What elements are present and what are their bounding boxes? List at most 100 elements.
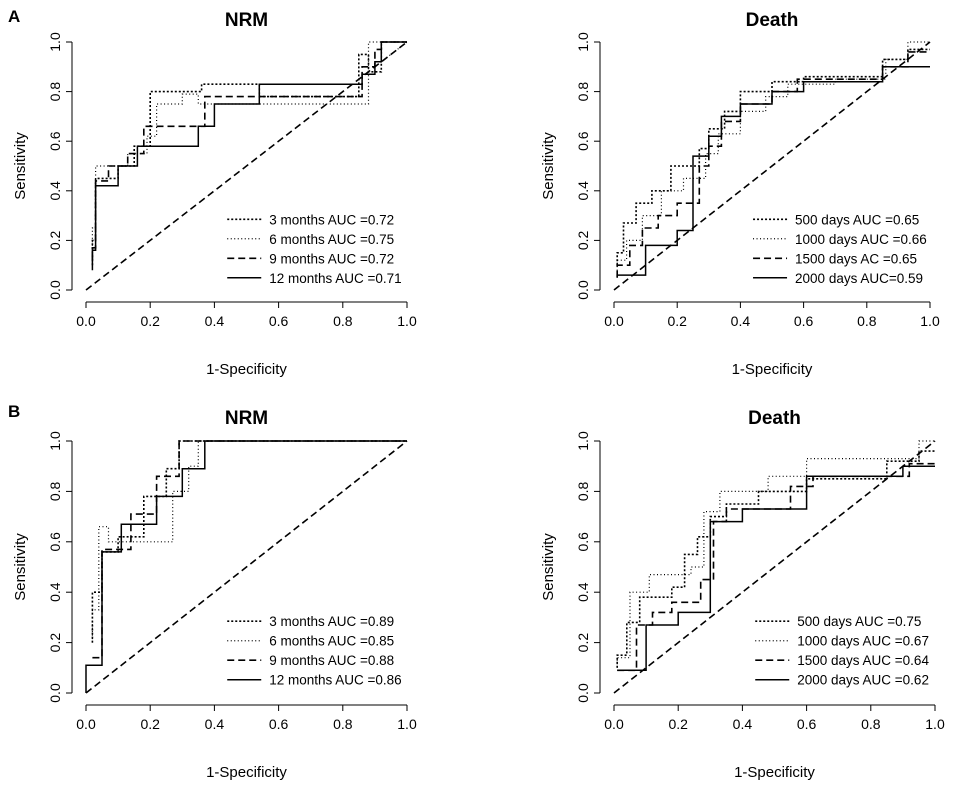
x-tick-label: 1.0 bbox=[397, 313, 417, 329]
chart-title: Death bbox=[746, 10, 799, 31]
chart-3: Death 0.0 0.2 0.4 0.6 0.8 1.0 0.0 0.2 0.4 0.6 0.8 1.… bbox=[540, 408, 945, 781]
y-tick-label: 0.0 bbox=[575, 280, 591, 300]
y-axis-label: Sensitivity bbox=[540, 132, 557, 200]
legend-label: 9 months AUC =0.88 bbox=[269, 653, 394, 668]
chart-title: Death bbox=[748, 408, 801, 429]
x-tick-label: 1.0 bbox=[920, 313, 940, 329]
y-tick-label: 1.0 bbox=[575, 431, 591, 451]
roc-curve-series-1 bbox=[616, 440, 935, 668]
x-tick-label: 0.0 bbox=[76, 716, 96, 732]
y-tick-label: 0.2 bbox=[575, 230, 591, 250]
x-tick-label: 0.8 bbox=[857, 313, 877, 329]
legend-label: 1500 days AUC =0.64 bbox=[797, 653, 929, 668]
legend: 500 days AUC =0.75 1000 days AUC =0.67 150… bbox=[755, 614, 929, 688]
legend-label: 3 months AUC =0.72 bbox=[269, 212, 394, 227]
x-tick-label: 0.6 bbox=[269, 716, 289, 732]
roc-curve-series-3 bbox=[85, 440, 407, 693]
x-axis-label: 1-Specificity bbox=[206, 764, 287, 781]
y-tick-label: 0.8 bbox=[47, 481, 63, 501]
legend-label: 6 months AUC =0.75 bbox=[269, 232, 394, 247]
panel-letter-b: B bbox=[8, 402, 20, 421]
legend-label: 1500 days AC =0.65 bbox=[795, 251, 917, 266]
y-tick-label: 0.2 bbox=[47, 633, 63, 653]
legend-label: 2000 days AUC=0.59 bbox=[795, 271, 923, 286]
chart-0: NRM 0.0 0.2 0.4 0.6 0.8 1.0 0.0 0.2 0.4 0.6 0.8 1.0 1… bbox=[12, 10, 417, 378]
x-tick-label: 0.4 bbox=[731, 313, 751, 329]
y-tick-label: 1.0 bbox=[47, 431, 63, 451]
chart-title: NRM bbox=[225, 10, 268, 31]
chart-2: NRM 0.0 0.2 0.4 0.6 0.8 1.0 0.0 0.2 0.4 0.6 0.8 1.0 1… bbox=[12, 408, 417, 781]
x-tick-label: 0.8 bbox=[333, 716, 353, 732]
y-tick-label: 1.0 bbox=[575, 32, 591, 52]
legend-label: 12 months AUC =0.86 bbox=[269, 673, 401, 688]
y-tick-label: 0.0 bbox=[575, 683, 591, 703]
reference-diagonal-line bbox=[613, 440, 936, 694]
x-tick-label: 1.0 bbox=[397, 716, 417, 732]
x-tick-label: 0.8 bbox=[333, 313, 353, 329]
y-tick-label: 0.8 bbox=[575, 82, 591, 102]
x-tick-label: 0.6 bbox=[797, 716, 817, 732]
x-tick-label: 0.2 bbox=[140, 313, 160, 329]
chart-title: NRM bbox=[225, 408, 268, 429]
legend: 3 months AUC =0.72 6 months AUC =0.75 9 mo… bbox=[227, 212, 402, 286]
x-tick-label: 0.8 bbox=[861, 716, 881, 732]
x-tick-label: 1.0 bbox=[925, 716, 945, 732]
y-tick-label: 0.2 bbox=[575, 633, 591, 653]
x-tick-label: 0.6 bbox=[794, 313, 814, 329]
legend-label: 1000 days AUC =0.67 bbox=[797, 634, 929, 649]
y-tick-label: 1.0 bbox=[47, 32, 63, 52]
x-tick-label: 0.4 bbox=[733, 716, 753, 732]
y-tick-label: 0.2 bbox=[47, 230, 63, 250]
reference-diagonal-line bbox=[613, 41, 931, 291]
y-tick-label: 0.6 bbox=[575, 532, 591, 552]
roc-curve-series-3 bbox=[616, 66, 930, 278]
legend-label: 9 months AUC =0.72 bbox=[269, 251, 394, 266]
chart-1: Death 0.0 0.2 0.4 0.6 0.8 1.0 0.0 0.2 0.4 0.6 0.8 1.… bbox=[540, 10, 940, 378]
x-axis-label: 1-Specificity bbox=[206, 361, 287, 378]
y-axis-label: Sensitivity bbox=[12, 132, 29, 200]
roc-curve-series-0 bbox=[91, 440, 407, 643]
panel-letter-a: A bbox=[8, 7, 20, 26]
x-tick-label: 0.2 bbox=[668, 716, 688, 732]
x-tick-label: 0.6 bbox=[269, 313, 289, 329]
x-tick-label: 0.2 bbox=[140, 716, 160, 732]
y-tick-label: 0.8 bbox=[47, 82, 63, 102]
legend-label: 500 days AUC =0.65 bbox=[795, 212, 919, 227]
legend-label: 1000 days AUC =0.66 bbox=[795, 232, 927, 247]
legend-label: 500 days AUC =0.75 bbox=[797, 614, 921, 629]
x-tick-label: 0.4 bbox=[205, 716, 225, 732]
y-tick-label: 0.4 bbox=[575, 181, 591, 201]
roc-curve-series-3 bbox=[91, 41, 407, 271]
y-axis-label: Sensitivity bbox=[540, 533, 557, 601]
y-tick-label: 0.6 bbox=[575, 131, 591, 151]
x-tick-label: 0.0 bbox=[76, 313, 96, 329]
y-tick-label: 0.6 bbox=[47, 532, 63, 552]
y-tick-label: 0.0 bbox=[47, 280, 63, 300]
y-axis-label: Sensitivity bbox=[12, 533, 29, 601]
legend-label: 3 months AUC =0.89 bbox=[269, 614, 394, 629]
y-tick-label: 0.0 bbox=[47, 683, 63, 703]
x-tick-label: 0.4 bbox=[205, 313, 225, 329]
x-tick-label: 0.0 bbox=[604, 716, 624, 732]
legend: 500 days AUC =0.65 1000 days AUC =0.66 150… bbox=[753, 212, 927, 286]
x-tick-label: 0.2 bbox=[667, 313, 687, 329]
reference-diagonal-line bbox=[85, 41, 408, 291]
y-tick-label: 0.6 bbox=[47, 131, 63, 151]
roc-curve-series-0 bbox=[616, 48, 930, 266]
legend-label: 6 months AUC =0.85 bbox=[269, 634, 394, 649]
legend-label: 2000 days AUC =0.62 bbox=[797, 673, 929, 688]
chart-panels: NRM 0.0 0.2 0.4 0.6 0.8 1.0 0.0 0.2 0.4 0.6 0.8 1.0 1… bbox=[12, 10, 945, 781]
legend: 3 months AUC =0.89 6 months AUC =0.85 9 mo… bbox=[227, 614, 402, 688]
y-tick-label: 0.4 bbox=[575, 582, 591, 602]
y-tick-label: 0.8 bbox=[575, 481, 591, 501]
x-axis-label: 1-Specificity bbox=[732, 361, 813, 378]
reference-diagonal-line bbox=[85, 440, 408, 694]
roc-curve-series-3 bbox=[617, 465, 935, 672]
roc-curve-series-0 bbox=[91, 41, 407, 266]
x-tick-label: 0.0 bbox=[604, 313, 624, 329]
roc-curve-series-2 bbox=[91, 41, 407, 261]
x-axis-label: 1-Specificity bbox=[734, 764, 815, 781]
roc-curve-series-1 bbox=[91, 440, 407, 643]
y-tick-label: 0.4 bbox=[47, 582, 63, 602]
